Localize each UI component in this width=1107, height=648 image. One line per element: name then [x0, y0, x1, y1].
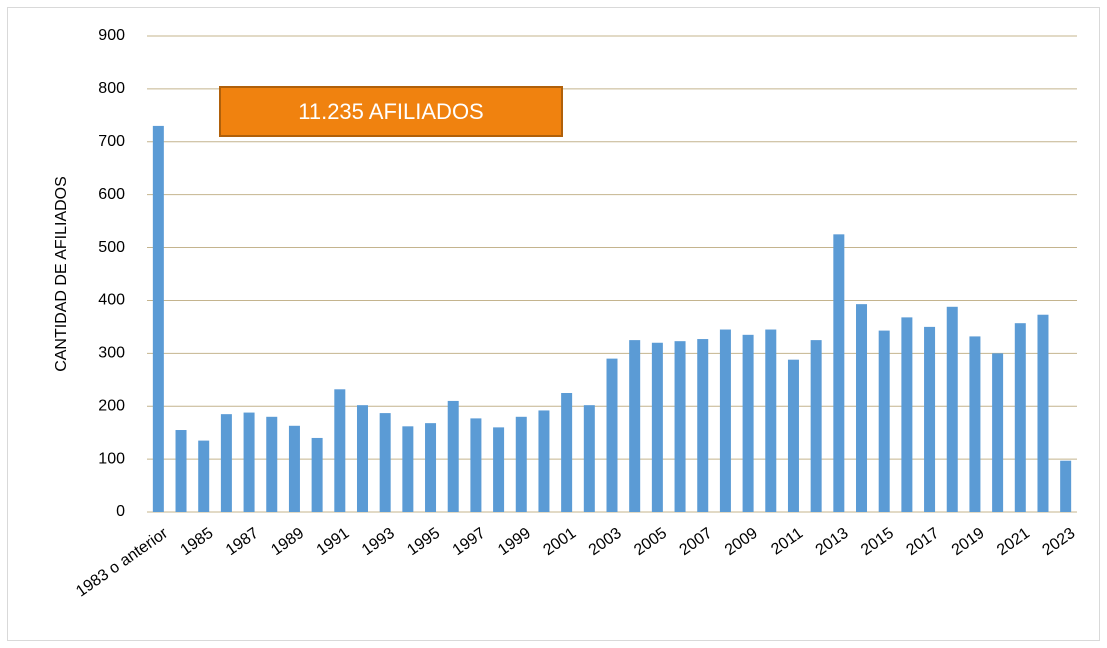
bar [878, 330, 890, 512]
y-tick-label: 400 [98, 292, 125, 309]
bar [561, 393, 573, 512]
annotation-box [219, 86, 563, 137]
bar [583, 405, 595, 512]
bar [1037, 314, 1049, 512]
bar [606, 358, 618, 512]
y-tick-label: 200 [98, 397, 125, 414]
annotation: 11.235 AFILIADOS [298, 99, 483, 124]
bar [924, 326, 936, 512]
bar [470, 418, 482, 512]
y-tick-label: 600 [98, 186, 125, 203]
bar [220, 414, 232, 512]
bar [356, 405, 368, 512]
bar [402, 426, 414, 512]
bar [175, 430, 187, 512]
y-tick-label: 0 [116, 503, 125, 520]
bar [946, 306, 958, 512]
bar [742, 334, 754, 512]
bar [152, 125, 164, 513]
y-tick-label: 500 [98, 239, 125, 256]
y-tick-label: 100 [98, 450, 125, 467]
bar [856, 304, 868, 512]
bar [515, 416, 527, 512]
bar [1060, 460, 1072, 512]
y-tick-label: 800 [98, 80, 125, 97]
bar [198, 440, 210, 512]
y-tick-label: 300 [98, 345, 125, 362]
bar [288, 425, 300, 512]
bar [901, 317, 913, 512]
bar [266, 416, 278, 512]
bar [719, 329, 731, 512]
bar [765, 329, 777, 512]
bar [833, 234, 845, 513]
bar [992, 353, 1004, 512]
y-tick-label: 700 [98, 133, 125, 150]
bar [674, 341, 686, 512]
y-axis-label: CANTIDAD DE AFILIADOS [53, 176, 70, 372]
bar [334, 389, 346, 512]
bar [493, 427, 505, 512]
bar [379, 413, 391, 512]
bar [810, 340, 822, 512]
bar [447, 400, 459, 512]
bar [697, 339, 709, 512]
bar [787, 359, 799, 512]
bar [425, 423, 437, 512]
y-tick-label: 900 [98, 27, 125, 44]
bar [243, 412, 255, 512]
bar [651, 342, 663, 512]
bar [969, 336, 981, 512]
bar [538, 410, 550, 512]
bar [1014, 323, 1026, 512]
bar [629, 340, 641, 512]
bar [311, 437, 323, 512]
